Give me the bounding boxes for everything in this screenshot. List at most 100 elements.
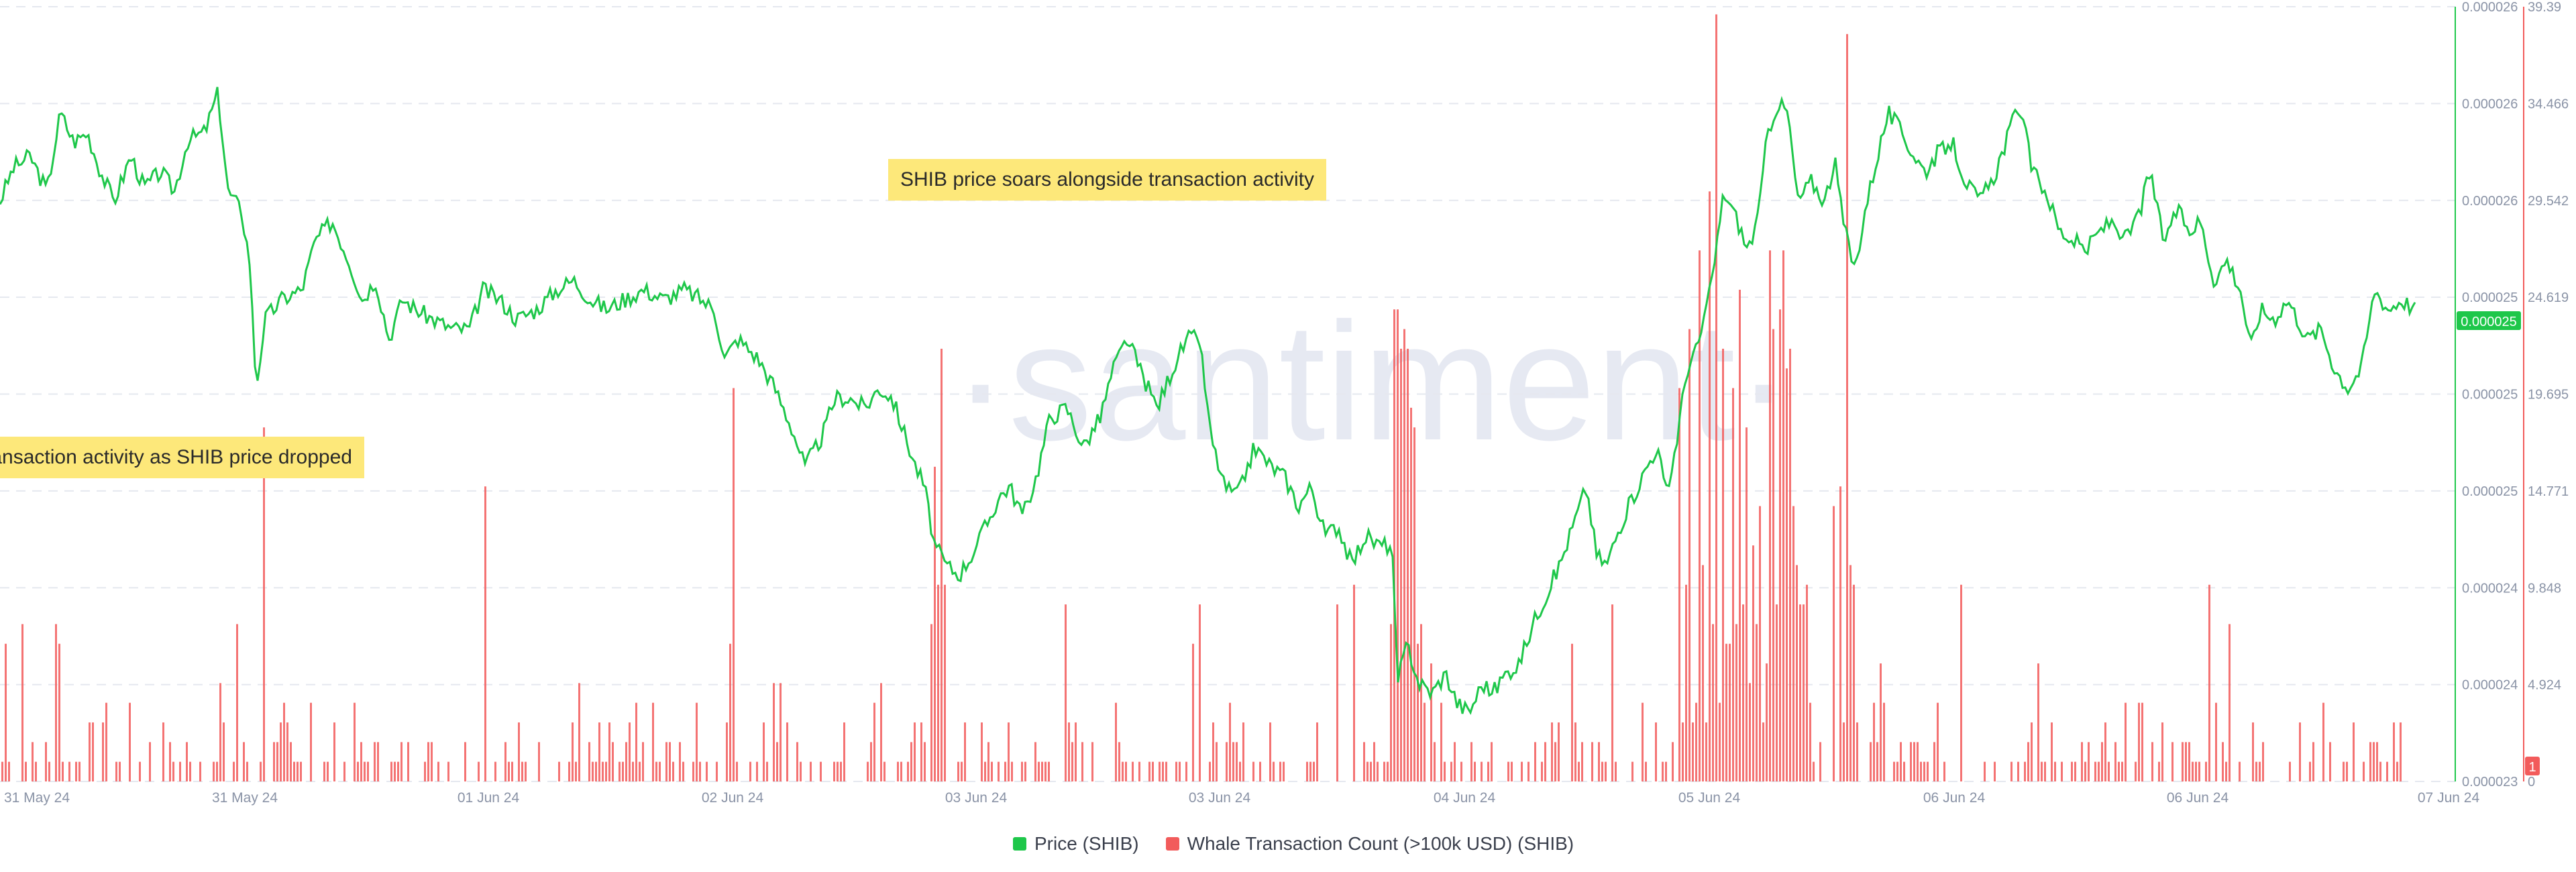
whale-bar [2081, 742, 2083, 781]
price-tick-label: 0.000025 [2462, 388, 2518, 402]
x-tick-label: 04 Jun 24 [1434, 790, 1496, 806]
whale-bar [1434, 742, 1436, 781]
whale-bar [2205, 761, 2207, 781]
whale-bar [1162, 761, 1164, 781]
whale-bar [1554, 742, 1556, 781]
whale-bar [538, 742, 540, 781]
whale-bar [2379, 761, 2381, 781]
whale-bar [1678, 388, 1680, 781]
x-tick-label: 03 Jun 24 [945, 790, 1008, 806]
whale-bar [1252, 761, 1254, 781]
whale-tick-label: 19.695 [2528, 388, 2569, 402]
whale-bar [924, 742, 926, 781]
whale-bar [293, 761, 295, 781]
whale-bar [558, 761, 560, 781]
whale-bar [1598, 742, 1600, 781]
whale-bar [1125, 761, 1127, 781]
whale-bar [280, 722, 282, 781]
whale-bar [21, 624, 23, 781]
whale-bar [1776, 604, 1778, 781]
whale-bar [390, 761, 392, 781]
whale-bar [1809, 702, 1811, 781]
whale-bar [521, 761, 523, 781]
whale-bar [2084, 761, 2086, 781]
whale-bar [1521, 761, 1523, 781]
legend-swatch-whale [1165, 837, 1179, 851]
whale-bar [2373, 742, 2375, 781]
whale-bar [2225, 761, 2227, 781]
whale-bar [1021, 761, 1023, 781]
whale-bar [2363, 761, 2365, 781]
whale-bar [119, 761, 121, 781]
whale-bar [263, 427, 265, 781]
whale-bar [484, 486, 486, 781]
whale-bar [2098, 761, 2100, 781]
whale-tick-label: 14.771 [2528, 484, 2569, 499]
whale-bar [273, 742, 275, 781]
whale-bar [169, 742, 171, 781]
whale-bar [1739, 289, 1741, 781]
whale-bar [2054, 761, 2056, 781]
whale-bar [1242, 722, 1244, 781]
whale-bar [2208, 584, 2210, 781]
whale-bar [2171, 742, 2174, 781]
whale-bar [937, 584, 939, 781]
price-tick-label: 0.000024 [2462, 678, 2518, 693]
whale-bar [1390, 624, 1392, 781]
whale-bar [129, 702, 131, 781]
whale-bar [1269, 722, 1271, 781]
whale-bar [1873, 702, 1875, 781]
whale-bar [1403, 329, 1405, 782]
whale-bar [1551, 722, 1553, 781]
whale-bar [508, 761, 510, 781]
whale-bar [189, 761, 191, 781]
legend-item-whale[interactable]: Whale Transaction Count (>100k USD) (SHI… [1165, 833, 1574, 855]
whale-bar [1440, 702, 1442, 781]
whale-bar [367, 761, 369, 781]
whale-bar [2229, 624, 2231, 781]
legend-item-price[interactable]: Price (SHIB) [1013, 833, 1139, 855]
whale-bar [2135, 761, 2137, 781]
whale-bar [1937, 702, 1939, 781]
whale-bar [1692, 722, 1694, 781]
whale-bar [290, 742, 292, 781]
whale-bar [283, 702, 285, 781]
whale-bar [1699, 250, 1701, 781]
whale-bar [1611, 604, 1613, 781]
whale-bar [1259, 761, 1261, 781]
whale-bar [1370, 761, 1372, 781]
whale-axis-ticks: 39.39 34.466 29.542 24.619 19.695 14.771 9.848… [2528, 0, 2569, 789]
whale-bar [1011, 761, 1013, 781]
price-tick-label: 0.000023 [2462, 775, 2518, 789]
whale-bar [2061, 761, 2063, 781]
whale-bar [1430, 663, 1432, 781]
whale-bar [310, 702, 312, 781]
whale-bar [1709, 191, 1711, 782]
whale-bar [1279, 761, 1281, 781]
legend-label-whale: Whale Transaction Count (>100k USD) (SHI… [1187, 833, 1574, 854]
whale-bar [592, 761, 594, 781]
whale-bar [2329, 742, 2331, 781]
whale-bar [679, 742, 681, 781]
whale-bar [914, 722, 916, 781]
whale-bar [622, 761, 624, 781]
whale-bar [1353, 584, 1355, 781]
whale-bar [833, 761, 835, 781]
whale-bar [1212, 722, 1214, 781]
whale-bar [2104, 722, 2106, 781]
whale-bar [843, 722, 845, 781]
whale-bar [162, 722, 164, 781]
whale-bar [984, 761, 986, 781]
whale-bar [1165, 761, 1167, 781]
whale-bar [2239, 761, 2241, 781]
whale-bar [1766, 663, 1768, 781]
whale-bar [1672, 742, 1674, 781]
whale-bar [377, 742, 379, 781]
whale-bar [1534, 742, 1536, 781]
whale-bar [1849, 565, 1851, 781]
whale-bar [1960, 584, 1962, 781]
whale-bar [300, 761, 302, 781]
whale-bar [2289, 761, 2291, 781]
whale-bar [598, 722, 600, 781]
whale-bar [1910, 742, 1912, 781]
